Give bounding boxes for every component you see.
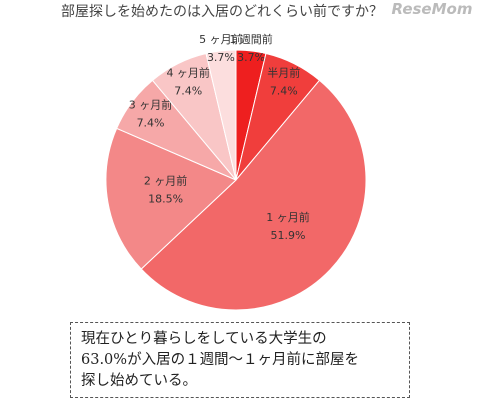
- slice-label: 1 週間前: [229, 32, 273, 46]
- slice-value-label: 7.4%: [174, 85, 202, 98]
- slice-value-label: 18.5%: [148, 192, 183, 205]
- pie-slice: [205, 49, 237, 181]
- pie-slice: [140, 79, 367, 311]
- slice-label: 4 ヶ月前: [166, 66, 210, 80]
- chart-title: 部屋探しを始めたのは入居のどれくらい前ですか？: [61, 3, 383, 20]
- slice-value-label: 7.4%: [270, 85, 298, 98]
- slice-label: 半月前: [267, 66, 300, 80]
- annotation-line: 現在ひとり暮らしをしている大学生の: [81, 331, 327, 347]
- watermark: ReseMom: [392, 0, 473, 18]
- slice-label: 2 ヶ月前: [144, 173, 188, 187]
- slice-value-label: 3.7%: [207, 51, 235, 64]
- slice-value-label: 3.7%: [237, 51, 265, 64]
- slice-label: 5 ヶ月前: [199, 32, 243, 46]
- chart: 部屋探しを始めたのは入居のどれくらい前ですか？ ReseMom 1 週間前 3.7…: [61, 0, 473, 311]
- slice-value-label: 7.4%: [137, 116, 165, 129]
- slice-value-label: 51.9%: [270, 229, 305, 242]
- annotation-box: 現在ひとり暮らしをしている大学生の 63.0%が入居の１週間〜１ヶ月前に部屋を …: [70, 322, 410, 398]
- annotation-line: 探し始めている。: [81, 373, 197, 389]
- pie-slice: [105, 127, 237, 270]
- annotation-line: 63.0%が入居の１週間〜１ヶ月前に部屋を: [81, 352, 360, 368]
- slice-label: 3 ヶ月前: [129, 97, 173, 111]
- slice-label: 1 ヶ月前: [266, 210, 310, 224]
